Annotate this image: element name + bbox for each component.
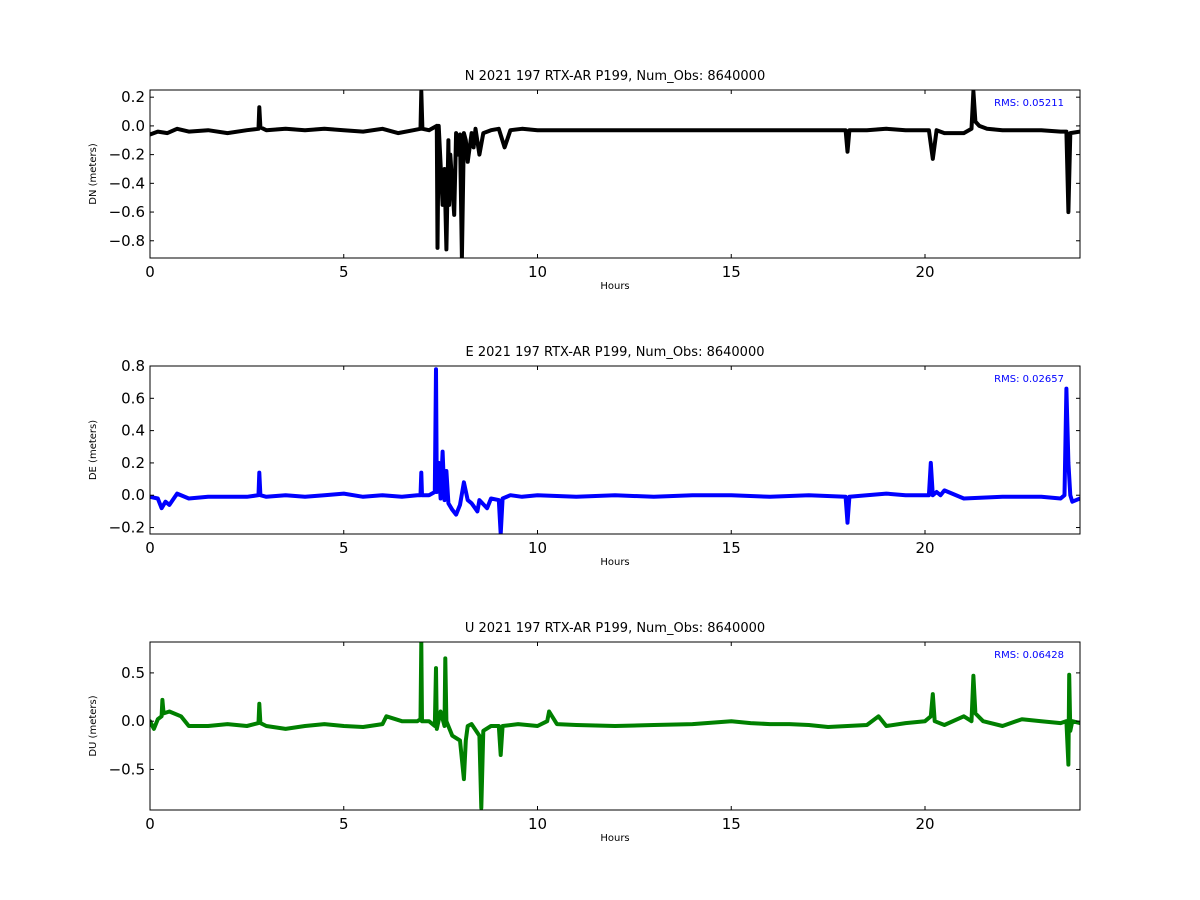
e-ytick-label: −0.2 [109,519,145,537]
n-xtick-label: 5 [339,263,349,281]
u-xtick-label: 20 [915,815,934,833]
u-xtick-label: 0 [145,815,155,833]
e-ytick-label: 0.2 [121,454,145,472]
u-xlabel: Hours [600,833,629,844]
n-xtick-label: 10 [528,263,547,281]
e-ytick-label: 0.8 [121,357,145,375]
n-ylabel: DN (meters) [88,143,99,205]
u-ytick-label: 0.0 [121,712,145,730]
e-ytick-label: 0.6 [121,389,145,407]
u-ytick-label: −0.5 [109,760,145,778]
n-xtick-label: 15 [722,263,741,281]
u-xtick-label: 10 [528,815,547,833]
u-ytick-label: 0.5 [121,664,145,682]
n-rms-annotation: RMS: 0.05211 [994,98,1064,109]
e-xlabel: Hours [600,557,629,568]
n-panel: 0 5 10 15 20 0.2 0.0 −0.2 −0.4 −0.6 −0.8 N 2021 197… [88,69,1081,292]
n-ytick-label: −0.4 [109,174,145,192]
n-ytick-label: −0.2 [109,146,145,164]
e-series-line-0 [150,367,1080,534]
u-xtick-label: 5 [339,815,349,833]
e-xtick-label: 0 [145,539,155,557]
e-xtick-label: 10 [528,539,547,557]
u-xtick-label: 15 [722,815,741,833]
e-title: E 2021 197 RTX-AR P199, Num_Obs: 8640000 [466,345,765,360]
u-rms-annotation: RMS: 0.06428 [994,650,1064,661]
e-xtick-label: 15 [722,539,741,557]
n-xtick-label: 20 [915,263,934,281]
n-ytick-label: 0.0 [121,117,145,135]
n-series-line-0 [150,90,1080,258]
e-axes-frame [149,365,1081,535]
n-ytick-label: −0.6 [109,203,145,221]
n-xtick-label: 0 [145,263,155,281]
e-rms-annotation: RMS: 0.02657 [994,374,1064,385]
u-series-line-0 [150,642,1080,810]
e-ytick-label: 0.4 [121,422,145,440]
u-axes-frame [149,641,1081,811]
e-ytick-label: 0.0 [121,486,145,504]
u-ylabel: DU (meters) [88,695,99,756]
n-axes-frame [149,89,1081,259]
u-panel: 0 5 10 15 20 0.5 0.0 −0.5 U 2021 197 RTX-AR P199… [88,621,1081,844]
e-xtick-label: 5 [339,539,349,557]
e-ylabel: DE (meters) [88,420,99,480]
n-xlabel: Hours [600,281,629,292]
n-title: N 2021 197 RTX-AR P199, Num_Obs: 8640000 [465,69,765,84]
u-title: U 2021 197 RTX-AR P199, Num_Obs: 8640000 [465,621,765,636]
e-panel: 0 5 10 15 20 0.8 0.6 0.4 0.2 0.0 −0.2 E 2021 197 RT… [88,345,1081,568]
n-ytick-label: 0.2 [121,88,145,106]
e-xtick-label: 20 [915,539,934,557]
n-ytick-label: −0.8 [109,232,145,250]
